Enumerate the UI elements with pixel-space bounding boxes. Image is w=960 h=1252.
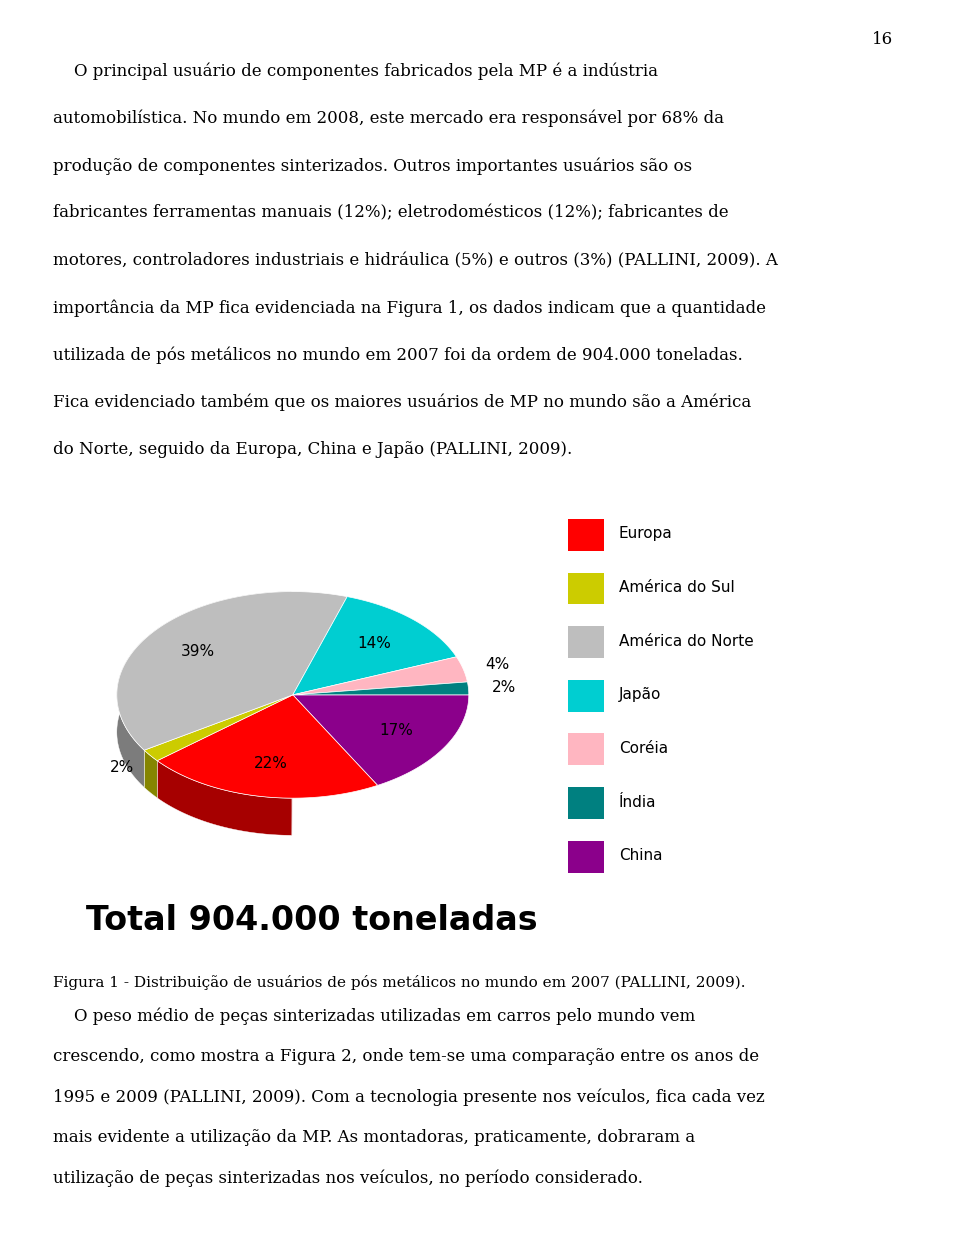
Text: mais evidente a utilização da MP. As montadoras, praticamente, dobraram a: mais evidente a utilização da MP. As mon… [53,1129,695,1147]
FancyBboxPatch shape [567,518,604,551]
Text: O peso médio de peças sinterizadas utilizadas em carros pelo mundo vem: O peso médio de peças sinterizadas utili… [53,1008,695,1025]
Polygon shape [157,761,292,835]
Text: automobilística. No mundo em 2008, este mercado era responsável por 68% da: automobilística. No mundo em 2008, este … [53,110,724,128]
Polygon shape [144,695,293,761]
Text: motores, controladores industriais e hidráulica (5%) e outros (3%) (PALLINI, 200: motores, controladores industriais e hid… [53,252,778,269]
FancyBboxPatch shape [567,626,604,659]
FancyBboxPatch shape [567,841,604,873]
Polygon shape [293,657,468,695]
Polygon shape [293,597,456,695]
Text: Fica evidenciado também que os maiores usuários de MP no mundo são a América: Fica evidenciado também que os maiores u… [53,394,751,412]
Text: China: China [619,849,662,864]
Text: 16: 16 [872,31,893,49]
FancyBboxPatch shape [567,680,604,711]
Text: Japão: Japão [619,687,661,702]
Text: 4%: 4% [485,656,510,671]
FancyBboxPatch shape [567,788,604,819]
Text: América do Sul: América do Sul [619,580,734,595]
Text: América do Norte: América do Norte [619,634,754,649]
Text: Figura 1 - Distribuição de usuários de pós metálicos no mundo em 2007 (PALLINI, : Figura 1 - Distribuição de usuários de p… [53,975,745,990]
Text: 39%: 39% [181,645,215,660]
Text: 2%: 2% [109,760,134,775]
Text: 2%: 2% [492,680,516,695]
Text: fabricantes ferramentas manuais (12%); eletrodomésticos (12%); fabricantes de: fabricantes ferramentas manuais (12%); e… [53,204,729,222]
Text: crescendo, como mostra a Figura 2, onde tem-se uma comparação entre os anos de: crescendo, como mostra a Figura 2, onde … [53,1048,759,1065]
Text: produção de componentes sinterizados. Outros importantes usuários são os: produção de componentes sinterizados. Ou… [53,158,692,175]
Text: 22%: 22% [253,756,287,771]
Polygon shape [157,695,377,799]
Polygon shape [117,592,292,788]
Polygon shape [144,750,157,798]
Text: 17%: 17% [379,724,413,739]
Text: utilização de peças sinterizadas nos veículos, no período considerado.: utilização de peças sinterizadas nos veí… [53,1169,642,1187]
Text: do Norte, seguido da Europa, China e Japão (PALLINI, 2009).: do Norte, seguido da Europa, China e Jap… [53,441,572,458]
Polygon shape [292,592,293,732]
Text: utilizada de pós metálicos no mundo em 2007 foi da ordem de 904.000 toneladas.: utilizada de pós metálicos no mundo em 2… [53,347,742,364]
Text: Total 904.000 toneladas: Total 904.000 toneladas [86,904,538,936]
Polygon shape [293,695,468,785]
Text: Coréia: Coréia [619,741,668,756]
Text: Europa: Europa [619,526,673,541]
Text: O principal usuário de componentes fabricados pela MP é a indústria: O principal usuário de componentes fabri… [53,63,658,80]
Text: importância da MP fica evidenciada na Figura 1, os dados indicam que a quantidad: importância da MP fica evidenciada na Fi… [53,299,766,317]
Polygon shape [293,682,468,695]
FancyBboxPatch shape [567,734,604,765]
FancyBboxPatch shape [567,572,604,605]
Text: Índia: Índia [619,795,657,810]
Text: 14%: 14% [358,636,392,651]
Text: 1995 e 2009 (PALLINI, 2009). Com a tecnologia presente nos veículos, fica cada v: 1995 e 2009 (PALLINI, 2009). Com a tecno… [53,1089,764,1107]
Polygon shape [117,592,348,750]
